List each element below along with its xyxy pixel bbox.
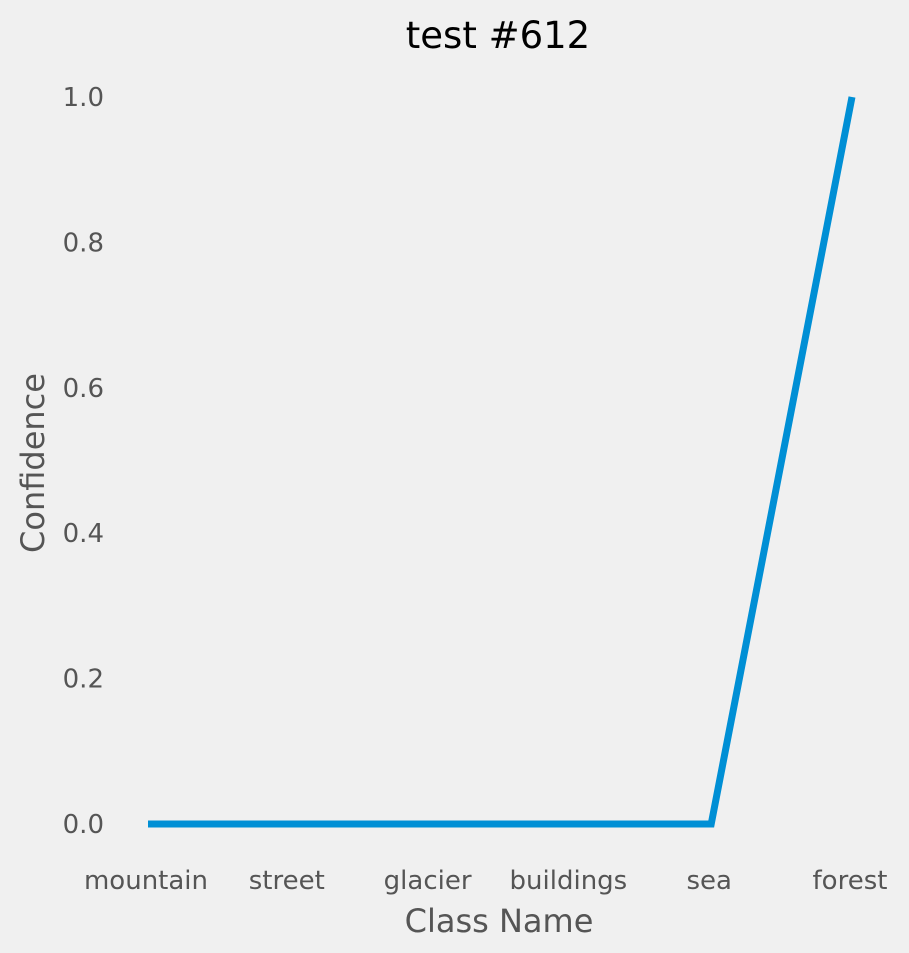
x-axis-ticks: mountain street glacier buildings sea forest	[84, 866, 887, 896]
series-group	[148, 96, 856, 828]
y-tick-label: 0.4	[63, 519, 104, 549]
y-tick-label: 0.6	[63, 374, 104, 404]
x-tick-label: mountain	[84, 866, 208, 896]
x-tick-label: forest	[813, 866, 888, 896]
x-tick-label: glacier	[384, 866, 472, 896]
series-line	[148, 96, 856, 828]
y-tick-label: 0.0	[63, 810, 104, 840]
x-tick-label: buildings	[510, 866, 628, 896]
x-tick-label: street	[249, 866, 325, 896]
y-tick-label: 1.0	[63, 83, 104, 113]
y-tick-label: 0.2	[63, 665, 104, 695]
y-axis-ticks: 0.0 0.2 0.4 0.6 0.8 1.0	[63, 83, 104, 840]
y-tick-label: 0.8	[63, 228, 104, 258]
chart-title: test #612	[406, 14, 590, 57]
x-tick-label: sea	[686, 866, 731, 896]
y-axis-label: Confidence	[14, 373, 52, 553]
x-axis-label: Class Name	[405, 902, 594, 940]
